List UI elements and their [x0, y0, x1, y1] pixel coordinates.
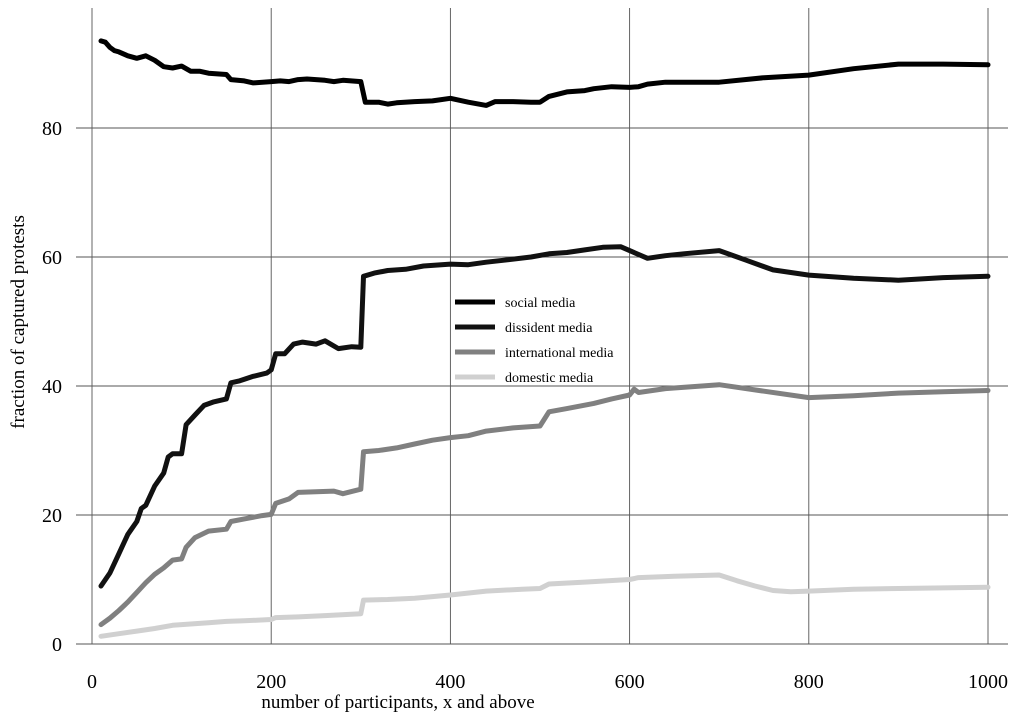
y-tick-label-0: 0	[52, 634, 62, 656]
x-tick-label-400: 400	[435, 671, 465, 693]
legend-label-international-media: international media	[505, 346, 614, 361]
x-tick-label-600: 600	[615, 671, 645, 693]
y-tick-label-80: 80	[42, 118, 62, 140]
legend-label-social-media: social media	[505, 296, 576, 311]
series-line-domestic-media	[98, 572, 991, 639]
legend-label-dissident-media: dissident media	[505, 321, 593, 336]
grid	[76, 8, 1008, 645]
series-line-dissident-media	[98, 244, 991, 589]
series-lines	[98, 38, 991, 639]
series-line-international-media	[98, 382, 991, 628]
legend: social media dissident media international…	[455, 296, 614, 386]
y-tick-label-60: 60	[42, 247, 62, 269]
y-axis-label: fraction of captured protests	[8, 215, 29, 429]
tick-labels: 0 200 400 600 800 1000 0 20 40 60 80	[42, 118, 1008, 693]
x-tick-label-1000: 1000	[968, 671, 1008, 693]
y-tick-label-20: 20	[42, 505, 62, 527]
series-line-social-media	[98, 38, 991, 108]
legend-label-domestic-media: domestic media	[505, 371, 594, 386]
x-tick-label-800: 800	[794, 671, 824, 693]
x-axis-label: number of participants, x and above	[261, 692, 534, 712]
x-tick-label-0: 0	[87, 671, 97, 693]
y-tick-label-40: 40	[42, 376, 62, 398]
x-tick-label-200: 200	[256, 671, 286, 693]
